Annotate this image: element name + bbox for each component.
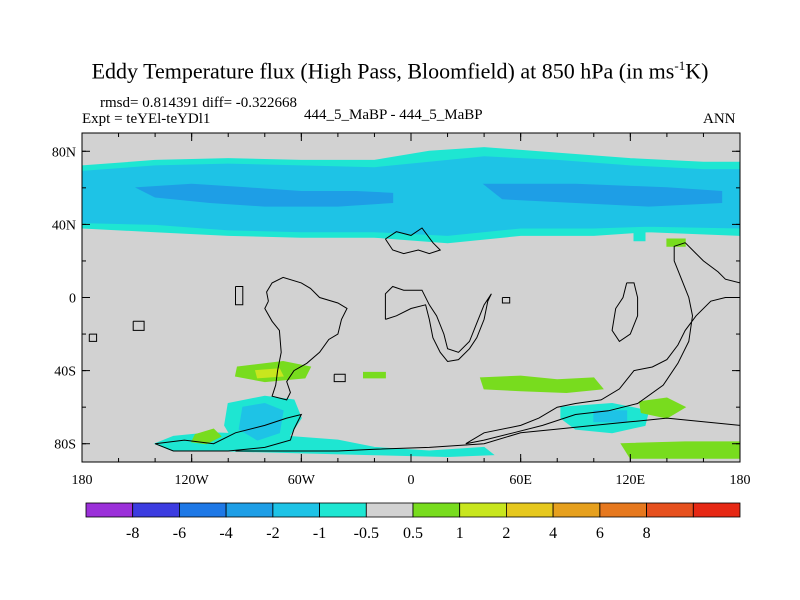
contour-region-13: [620, 441, 740, 459]
contour-region-10: [254, 368, 284, 379]
colorbar-cell: [505, 502, 554, 518]
contour-region-17: [633, 231, 646, 242]
title-end: K): [685, 58, 709, 84]
colorbar-label: 0.5: [403, 525, 423, 542]
contour-region-15: [363, 371, 386, 379]
colorbar-cell: [132, 502, 180, 518]
colorbar-cell: [459, 502, 507, 518]
contour-regions: [82, 147, 740, 459]
x-tick-label: 60E: [509, 473, 532, 488]
coastline-antarctica: [154, 413, 303, 452]
title-main: Eddy Temperature flux (High Pass, Bloomf…: [91, 58, 675, 84]
y-tick-label: 80S: [54, 438, 76, 453]
colorbar-label: -4: [219, 525, 232, 542]
coastline-europe-asia-fragment: [384, 227, 442, 255]
colorbar-cell: [412, 502, 461, 518]
colorbar-cell: [319, 502, 367, 518]
colorbar-cell: [646, 502, 694, 518]
colorbar-label: -0.5: [354, 525, 379, 542]
colorbar-label: -2: [266, 525, 279, 542]
coastline-indian-subcontinent: [611, 282, 639, 343]
y-tick-label: 80N: [52, 145, 76, 160]
coastline-south-america: [264, 276, 348, 401]
coastline-island-pacific: [88, 333, 98, 342]
colorbar-label: 8: [643, 525, 651, 542]
x-tick-label: 60W: [288, 473, 316, 488]
colorbar-label: 1: [456, 525, 464, 542]
y-tick-label: 40S: [54, 365, 76, 380]
colorbar-label: -6: [173, 525, 186, 542]
colorbar-cell: [178, 502, 227, 518]
contour-region-1: [82, 156, 740, 236]
contour-region-12: [638, 397, 687, 419]
coastline-antarctica-coast: [235, 417, 740, 452]
season-text: ANN: [703, 111, 736, 127]
y-tick-label: 40N: [52, 218, 76, 233]
expt-text: Expt = teYEl-teYDl1: [82, 111, 211, 127]
colorbar-label: 6: [596, 525, 604, 542]
coastline-north-america-fragment: [235, 286, 244, 306]
coastline-island-atlantic: [333, 373, 346, 383]
colorbar-cell: [272, 502, 320, 518]
y-axis: 80N 40N 0 40S 80S: [52, 145, 740, 453]
colorbar-label: -1: [313, 525, 326, 542]
x-tick-label: 0: [408, 473, 415, 488]
x-tick-label: 180: [730, 473, 751, 488]
case-text: 444_5_MaBP - 444_5_MaBP: [304, 107, 483, 123]
colorbar-label: 2: [502, 525, 510, 542]
colorbar-cell: [225, 502, 274, 518]
contour-region-8: [593, 410, 628, 423]
coastline-africa: [384, 285, 492, 363]
colorbar-cell: [365, 502, 414, 518]
colorbar: -8 -6 -4 -2 -1 -0.5 0.5 1 2 4 6 8: [85, 502, 741, 542]
colorbar-cell: [85, 502, 134, 518]
colorbar-cell: [692, 502, 741, 518]
x-tick-label: 120W: [175, 473, 210, 488]
y-tick-label: 0: [69, 292, 76, 307]
coastline-central-america-islands: [132, 320, 145, 331]
colorbar-cell: [552, 502, 601, 518]
x-axis: 180 120W 60W 0 60E 120E 180: [72, 133, 751, 488]
x-tick-label: 120E: [616, 473, 646, 488]
x-tick-label: 180: [72, 473, 93, 488]
title-superscript: -1: [674, 58, 686, 73]
contour-region-2: [134, 183, 394, 207]
chart-title: Eddy Temperature flux (High Pass, Bloomf…: [0, 58, 800, 84]
colorbar-label: -8: [126, 525, 139, 542]
stats-text: rmsd= 0.814391 diff= -0.322668: [100, 95, 298, 111]
contour-region-3: [482, 183, 723, 207]
contour-region-6: [238, 402, 284, 441]
contour-region-11: [479, 375, 604, 394]
colorbar-cell: [599, 502, 648, 518]
coastline-island-indian: [501, 297, 511, 304]
colorbar-label: 4: [549, 525, 557, 542]
